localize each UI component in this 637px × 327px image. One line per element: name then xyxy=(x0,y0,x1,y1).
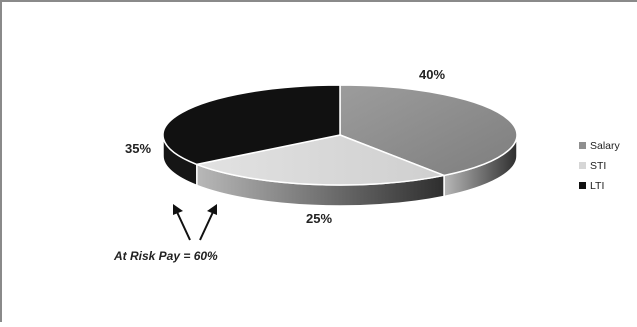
pie-slice-salary xyxy=(339,84,518,177)
legend-swatch-sti xyxy=(579,162,586,169)
legend: Salary STI LTI xyxy=(579,140,621,192)
legend-label-lti: LTI xyxy=(590,180,604,192)
arrow-right-head xyxy=(207,204,217,215)
legend-label-sti: STI xyxy=(590,160,606,172)
pie-slice-sti xyxy=(196,134,445,186)
data-label-salary: 40% xyxy=(419,67,445,82)
arrow-right xyxy=(199,211,214,241)
arrow-left-head xyxy=(173,204,183,215)
legend-swatch-lti xyxy=(579,182,586,189)
pie-tops xyxy=(162,84,518,186)
arrow-left xyxy=(176,211,191,241)
at-risk-arrows xyxy=(173,204,217,241)
data-label-lti: 35% xyxy=(125,141,151,156)
pie-chart: 40% 25% 35% Salary STI LTI At Risk Pay =… xyxy=(113,67,621,263)
pie-slice-lti xyxy=(162,84,341,166)
data-label-sti: 25% xyxy=(306,211,332,226)
legend-label-salary: Salary xyxy=(590,140,621,152)
at-risk-annotation: At Risk Pay = 60% xyxy=(113,249,218,263)
legend-swatch-salary xyxy=(579,142,586,149)
